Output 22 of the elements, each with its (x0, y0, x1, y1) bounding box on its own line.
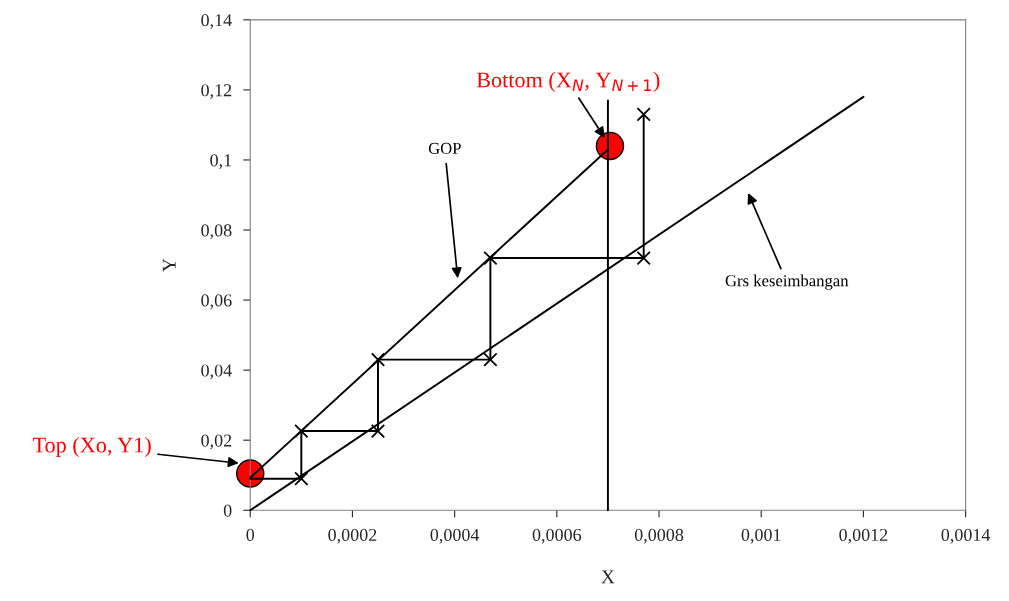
y-tick-label: 0 (223, 504, 232, 517)
y-tick-label: 0,06 (201, 294, 232, 310)
y-tick-label: 0,14 (201, 14, 232, 29)
x-tick-label: 0,001 (741, 528, 781, 544)
annotation: Grs keseimbangan (725, 274, 849, 290)
x-tick-label: 0 (246, 528, 255, 542)
annotation: GOP (428, 142, 461, 154)
y-tick-label: 0,04 (201, 364, 232, 380)
y-tick-label: 0,1 (210, 154, 232, 169)
y-axis-title: Y (162, 258, 176, 272)
x-axis-title: X (601, 570, 615, 584)
y-tick-label: 0,12 (201, 84, 232, 99)
text: Top (Xo, Y1) (32, 436, 151, 458)
annotation: Bottom (X$_{N}$, Y$_{N+1}$) (476, 71, 660, 92)
x-tick-label: 0,0002 (328, 528, 377, 544)
x-tick-label: 0,0014 (941, 528, 991, 544)
y-tick-label: 0,02 (201, 434, 232, 450)
y-tick-label: 0,08 (201, 224, 232, 240)
x-tick-label: 0,0012 (839, 528, 888, 544)
x-tick-label: 0,0004 (430, 528, 480, 544)
x-tick-label: 0,0006 (532, 528, 582, 544)
x-tick-label: 0,0008 (634, 528, 684, 544)
